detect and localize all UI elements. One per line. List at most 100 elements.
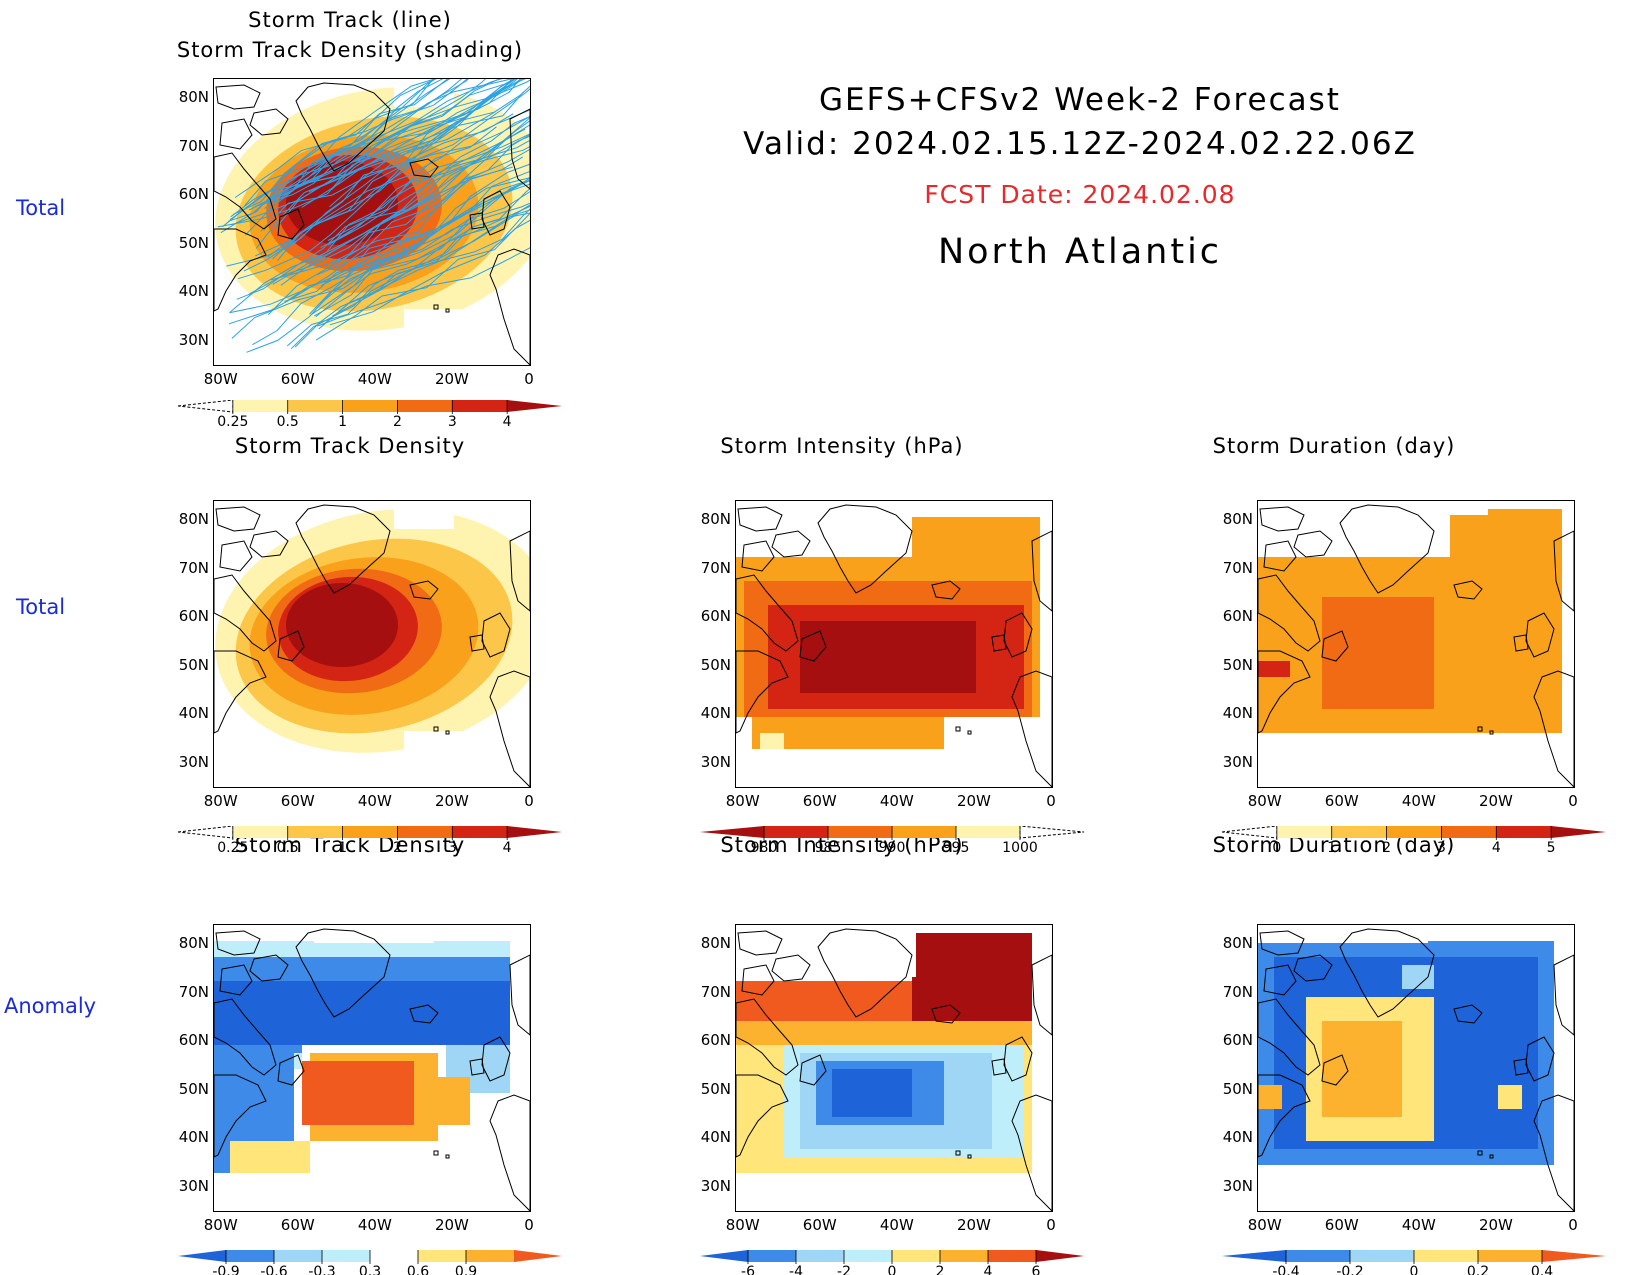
lon-label: 20W — [434, 370, 469, 388]
lat-label: 40N — [700, 704, 731, 723]
colorbar-label: 0.9 — [455, 1264, 477, 1275]
panel-title-track-line: Storm Track (line) — [248, 8, 452, 32]
lat-label: 30N — [1222, 1176, 1253, 1195]
row-label-total-2: Total — [16, 595, 66, 619]
row-label-total-1: Total — [16, 196, 66, 220]
lat-label: 80N — [1222, 934, 1253, 953]
lon-label: 60W — [1324, 1216, 1359, 1234]
row-label-anomaly: Anomaly — [4, 994, 97, 1018]
lon-label: 20W — [434, 1216, 469, 1234]
lat-label: 70N — [178, 136, 209, 155]
lon-label: 80W — [725, 1216, 760, 1234]
fcst-date: FCST Date: 2024.02.08 — [924, 180, 1236, 209]
lat-label: 30N — [700, 752, 731, 771]
lat-label: 30N — [178, 752, 209, 771]
lat-label: 40N — [178, 1128, 209, 1147]
colorbar-label: 980 — [751, 840, 778, 856]
lon-label: 60W — [802, 792, 837, 810]
lon-label: 60W — [280, 1216, 315, 1234]
lon-label: 0 — [1046, 792, 1056, 810]
colorbar-label: 1 — [338, 414, 347, 430]
lon-label: 60W — [280, 792, 315, 810]
lon-label: 0 — [1046, 1216, 1056, 1234]
lat-label: 70N — [1222, 982, 1253, 1001]
lon-label: 20W — [956, 792, 991, 810]
colorbar-label: 2 — [393, 414, 402, 430]
colorbar-label: 4 — [503, 414, 512, 430]
lon-label: 0 — [524, 792, 534, 810]
colorbar-density-total-2: 0.25 0.5 1 2 3 4 — [170, 826, 570, 858]
lon-label: 40W — [357, 1216, 392, 1234]
colorbar-label: -0.4 — [1272, 1264, 1299, 1275]
colorbar-label: 0.25 — [217, 414, 248, 430]
lon-label: 60W — [280, 370, 315, 388]
colorbar-label: 4 — [984, 1264, 993, 1275]
lat-label: 60N — [178, 185, 209, 204]
lat-label: 80N — [700, 510, 731, 529]
lon-label: 40W — [1401, 792, 1436, 810]
colorbar-label: -0.3 — [308, 1264, 335, 1275]
colorbar-density-total-1: 0.25 0.5 1 2 3 4 — [170, 400, 570, 432]
lon-label: 40W — [357, 370, 392, 388]
lon-label: 0 — [524, 1216, 534, 1234]
colorbar-label: 0.2 — [1467, 1264, 1489, 1275]
valid-period: Valid: 2024.02.15.12Z-2024.02.22.06Z — [743, 126, 1417, 162]
panel-title-density-total: Storm Track Density — [234, 434, 466, 458]
colorbar-label: -0.6 — [260, 1264, 287, 1275]
panel-title-track-density-shading: Storm Track Density (shading) — [176, 38, 524, 62]
lon-label: 20W — [1478, 792, 1513, 810]
colorbar-label: 1000 — [1002, 840, 1038, 856]
lon-label: 0 — [1568, 792, 1578, 810]
colorbar-duration-total: 0 1 2 3 4 5 — [1214, 826, 1614, 858]
colorbar-label: 3 — [1437, 840, 1446, 856]
panel-title-duration-total: Storm Duration (day) — [1212, 434, 1456, 458]
lat-label: 40N — [178, 282, 209, 301]
forecast-title: GEFS+CFSv2 Week-2 Forecast — [819, 82, 1341, 118]
lat-label: 70N — [178, 558, 209, 577]
lat-label: 60N — [1222, 607, 1253, 626]
colorbar-label: 3 — [448, 414, 457, 430]
lat-label: 30N — [1222, 752, 1253, 771]
colorbar-label: 0 — [888, 1264, 897, 1275]
lat-label: 60N — [1222, 1031, 1253, 1050]
lat-label: 80N — [178, 510, 209, 529]
colorbar-label: 4 — [1492, 840, 1501, 856]
lat-label: 60N — [178, 607, 209, 626]
lon-label: 40W — [357, 792, 392, 810]
colorbar-label: 5 — [1547, 840, 1556, 856]
lat-label: 50N — [1222, 1079, 1253, 1098]
lat-label: 40N — [700, 1128, 731, 1147]
lat-label: 80N — [1222, 510, 1253, 529]
colorbar-label: 4 — [503, 840, 512, 856]
colorbar-label: 0.5 — [277, 840, 299, 856]
map-duration-total — [1257, 500, 1575, 788]
colorbar-label: 2 — [936, 1264, 945, 1275]
lon-label: 40W — [879, 1216, 914, 1234]
colorbar-label: 0 — [1410, 1264, 1419, 1275]
colorbar-label: 995 — [943, 840, 970, 856]
colorbar-label: 0.3 — [359, 1264, 381, 1275]
map-duration-anomaly — [1257, 924, 1575, 1212]
colorbar-label: -2 — [837, 1264, 851, 1275]
lat-label: 70N — [178, 982, 209, 1001]
lon-label: 80W — [203, 1216, 238, 1234]
lon-label: 40W — [879, 792, 914, 810]
lat-label: 30N — [178, 330, 209, 349]
lat-label: 50N — [700, 655, 731, 674]
map-storm-track — [213, 78, 531, 366]
colorbar-duration-anomaly: -0.4 -0.2 0 0.2 0.4 — [1214, 1250, 1614, 1275]
lat-label: 80N — [178, 88, 209, 107]
map-intensity-anomaly — [735, 924, 1053, 1212]
colorbar-label: 990 — [879, 840, 906, 856]
lat-label: 50N — [178, 655, 209, 674]
lon-label: 80W — [203, 370, 238, 388]
lat-label: 80N — [700, 934, 731, 953]
lon-label: 80W — [203, 792, 238, 810]
lon-label: 20W — [434, 792, 469, 810]
lat-label: 40N — [1222, 704, 1253, 723]
colorbar-label: 2 — [393, 840, 402, 856]
colorbar-label: 0.4 — [1531, 1264, 1553, 1275]
lat-label: 30N — [700, 1176, 731, 1195]
lat-label: 60N — [178, 1031, 209, 1050]
colorbar-label: 985 — [815, 840, 842, 856]
